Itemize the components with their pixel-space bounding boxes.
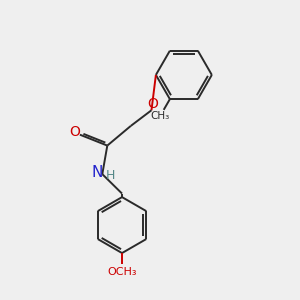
Text: O: O [69,125,80,139]
Text: O: O [148,97,158,111]
Text: N: N [92,166,103,181]
Text: H: H [106,169,115,182]
Text: OCH₃: OCH₃ [107,267,137,277]
Text: CH₃: CH₃ [150,111,170,121]
